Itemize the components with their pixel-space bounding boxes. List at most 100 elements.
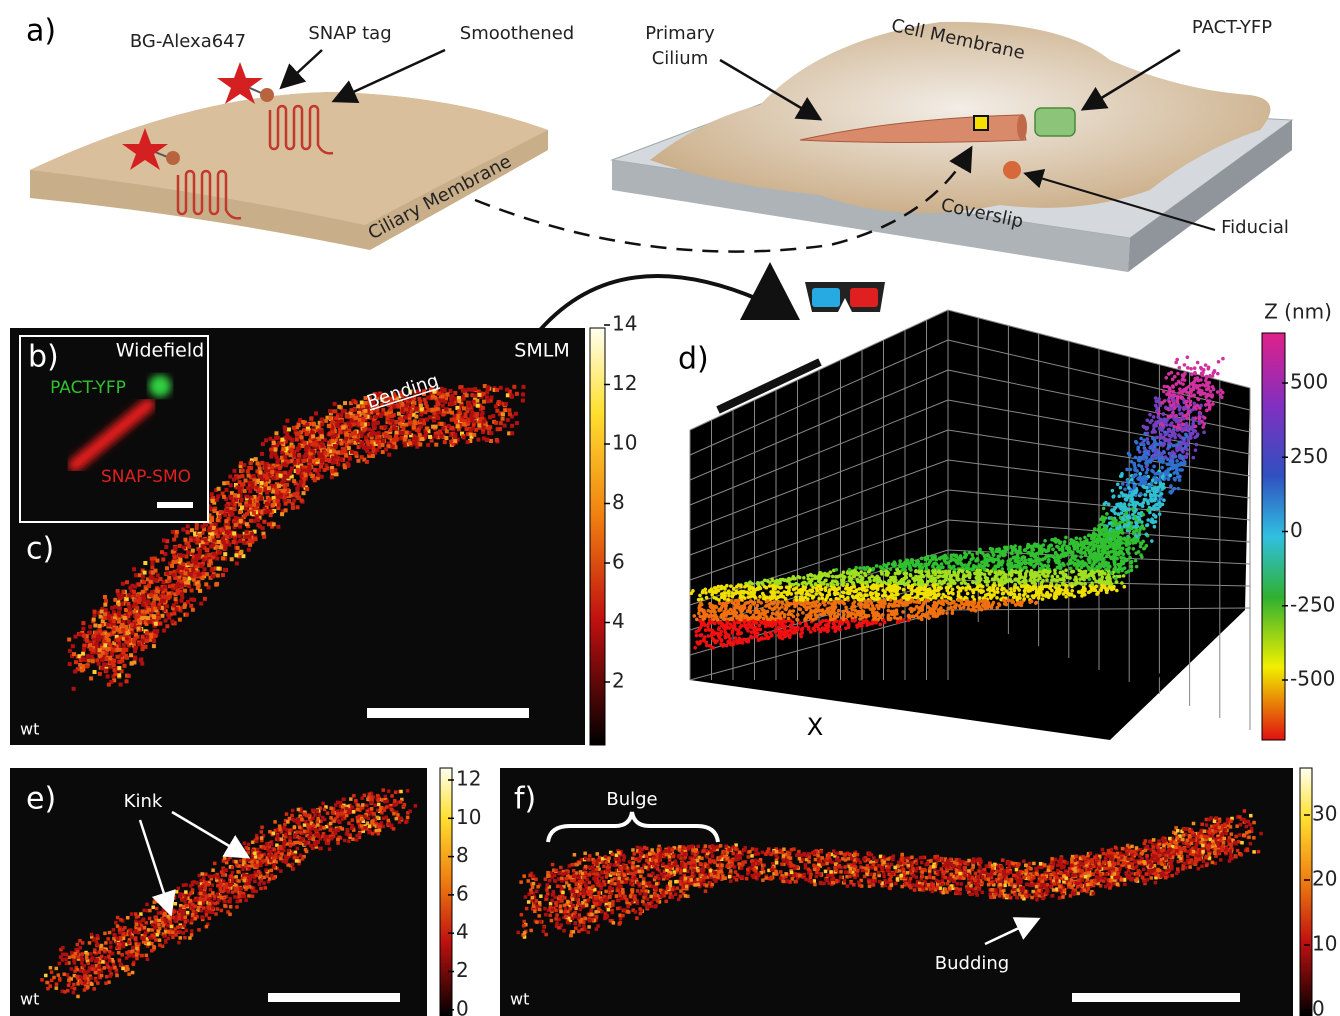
localization [485,438,489,442]
localization [521,399,525,403]
localization [120,623,124,627]
localization [510,431,514,435]
localization [248,543,252,547]
localization [171,530,175,534]
localization [304,453,308,457]
localization [1138,472,1142,476]
localization [127,593,131,597]
localization [238,480,242,484]
localization [405,431,409,435]
localization [173,555,177,559]
localization [1013,578,1017,582]
localization [464,414,468,418]
localization [454,420,458,424]
localization [142,598,146,602]
localization [223,568,227,572]
localization [1174,361,1178,365]
localization [186,530,190,534]
localization [282,478,286,482]
localization [252,503,256,507]
localization [181,528,185,532]
localization [1216,390,1220,394]
localization [1125,468,1129,472]
localization [290,466,294,470]
localization [309,416,313,420]
localization [1003,602,1007,606]
localization [347,463,351,467]
localization [152,644,156,648]
localization [146,616,150,620]
localization [153,569,157,573]
localization [152,602,156,606]
localization [180,595,184,599]
localization [261,526,265,530]
localization [441,398,445,402]
localization [381,439,385,443]
localization [106,674,110,678]
localization [364,435,368,439]
localization [413,442,417,446]
localization [787,612,791,616]
localization [441,395,445,399]
localization [80,668,84,672]
localization [301,459,305,463]
localization [262,535,266,539]
localization [1094,585,1098,589]
scale-bar [157,502,193,508]
localization [161,557,165,561]
localization [278,466,282,470]
localization [159,577,163,581]
localization [217,550,221,554]
localization [185,613,189,617]
localization [462,422,466,426]
localization [1086,546,1090,550]
localization [445,429,449,433]
localization [1202,430,1206,434]
localization [494,404,498,408]
localization [1192,402,1196,406]
localization [125,580,129,584]
localization [1000,567,1004,571]
localization [1145,456,1149,460]
localization [240,506,244,510]
localization [198,589,202,593]
annotation: Fiducial [1221,217,1289,238]
localization [182,605,186,609]
localization [92,618,96,622]
localization [234,523,238,527]
localization [480,413,484,417]
localization [1122,585,1126,589]
localization [814,592,818,596]
localization [385,416,389,420]
localization [732,587,736,591]
localization [251,482,255,486]
localization [741,614,745,618]
localization [887,609,891,613]
localization [1129,468,1133,472]
localization [1221,357,1225,361]
localization [907,580,911,584]
localization [160,587,164,591]
localization [431,425,435,429]
localization [921,613,925,617]
localization [1073,547,1077,551]
localization [1051,548,1055,552]
localization [388,407,392,411]
localization [152,615,156,619]
localization [1209,389,1213,393]
localization [93,610,97,614]
localization [379,412,383,416]
localization [305,445,309,449]
localization [869,591,873,595]
localization [211,543,215,547]
localization [94,631,98,635]
localization [320,417,324,421]
localization [113,672,117,676]
localization [272,522,276,526]
localization [470,417,474,421]
localization [100,658,104,662]
localization [1135,565,1139,569]
localization [1162,498,1166,502]
localization [201,544,205,548]
localization [829,570,833,574]
